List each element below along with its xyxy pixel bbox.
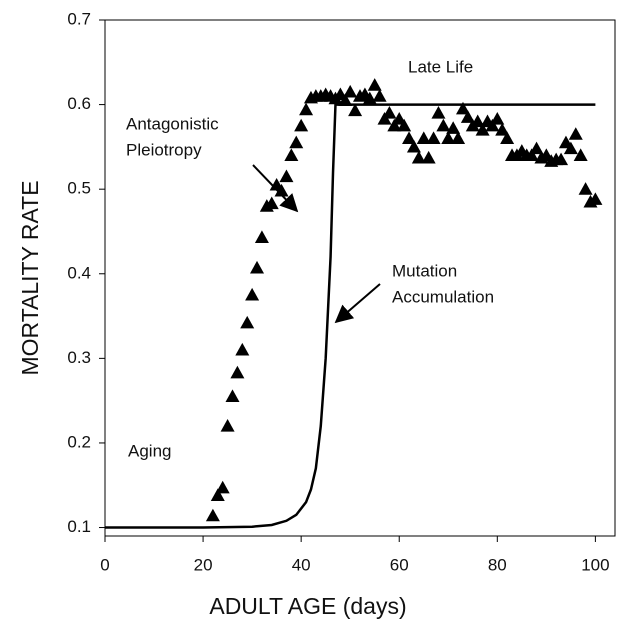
data-point [284,148,299,161]
x-axis-label: ADULT AGE (days) [209,593,406,619]
data-point [235,342,250,356]
data-point [220,419,235,432]
data-point [289,135,304,149]
x-tick-label: 100 [581,555,609,574]
x-tick-label: 20 [194,555,213,574]
y-tick-label: 0.3 [67,348,91,367]
x-tick-label: 80 [488,555,507,574]
data-point [416,131,431,145]
y-tick-label: 0.5 [67,179,91,198]
data-point [210,488,225,501]
data-point [446,121,461,134]
y-tick-label: 0.2 [67,432,91,451]
x-tick-label: 0 [100,555,109,574]
data-point [436,118,451,132]
data-point [455,101,470,115]
data-point [225,389,240,403]
data-point [573,148,588,161]
data-point [563,141,578,155]
data-point [475,122,490,136]
data-point [367,78,382,91]
data-point [495,122,510,136]
data-point [588,192,603,205]
annotation: Aging [128,441,171,460]
data-point [254,230,269,243]
data-point [338,93,353,106]
data-point [402,131,417,145]
y-tick-label: 0.1 [67,517,91,536]
data-point [411,150,426,164]
data-point [406,139,421,153]
data-point [460,110,475,123]
x-tick-label: 40 [292,555,311,574]
data-point [529,141,544,155]
data-point [274,183,289,197]
data-point [250,260,265,274]
y-tick-label: 0.7 [67,9,91,28]
data-point [299,102,314,116]
data-point [343,84,358,98]
data-point [387,118,402,132]
data-point [245,287,260,301]
annotation: Accumulation [392,287,494,306]
data-point [382,106,397,119]
y-tick-label: 0.4 [67,263,91,282]
data-point [500,131,515,145]
data-point [397,118,412,132]
line [105,103,596,529]
data-point [264,196,279,210]
x-tick-label: 60 [390,555,409,574]
annotation: Pleiotropy [126,140,202,159]
data-point [470,114,485,128]
annotation: Late Life [408,57,473,76]
data-point [215,480,230,494]
data-point [279,169,294,183]
data-point [554,152,569,166]
y-axis-label: MORTALITY RATE [17,180,43,375]
data-point [524,148,539,161]
data-point [451,131,466,145]
data-point [426,131,441,145]
data-point [294,118,309,132]
data-point [240,315,255,329]
annotation: Mutation [392,261,457,280]
data-point [490,111,505,125]
data-point [431,106,446,119]
data-point [372,89,387,102]
data-point [485,118,500,132]
data-point [421,150,436,164]
data-point [578,182,593,195]
plot-frame [104,19,616,537]
annotation: Antagonistic [126,114,219,133]
data-point [230,365,245,379]
y-tick-label: 0.6 [67,94,91,113]
data-point [205,508,220,522]
data-point [568,127,583,140]
arrow [334,283,381,324]
data-point [441,131,456,145]
data-point [348,103,363,117]
